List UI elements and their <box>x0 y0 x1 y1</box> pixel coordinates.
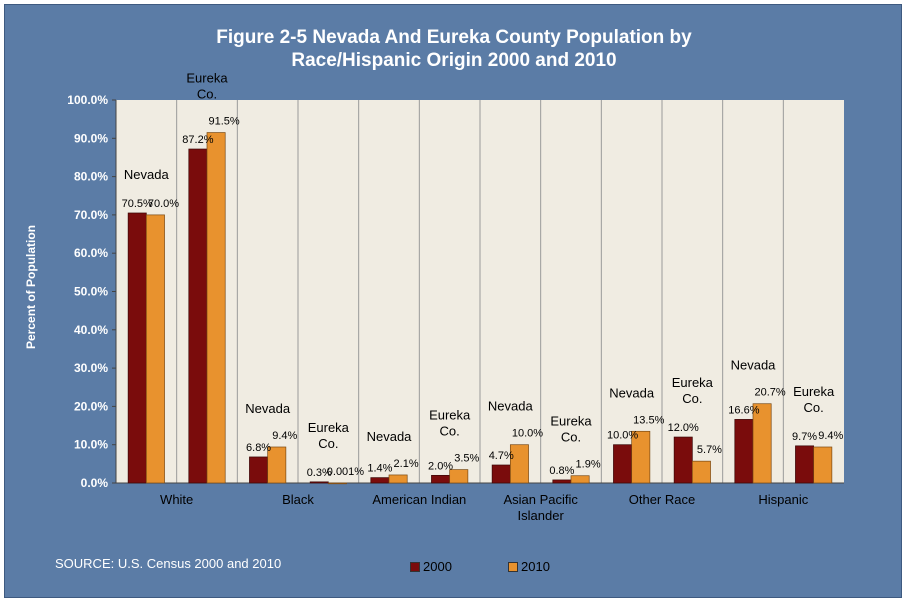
bar-2000-eureka <box>188 148 208 484</box>
data-label-2010-eureka: 0.001% <box>327 466 365 478</box>
data-label-2010-nevada: 9.4% <box>272 430 297 442</box>
data-label-2000-nevada: 70.5% <box>122 198 153 210</box>
data-label-2000-nevada: 6.8% <box>246 442 271 454</box>
data-label-2000-eureka: 2.0% <box>428 460 453 472</box>
data-label-2000-nevada: 16.6% <box>728 404 759 416</box>
y-tick-label: 30.0% <box>74 361 108 375</box>
y-tick-label: 70.0% <box>74 208 108 222</box>
data-label-2000-eureka: 9.7% <box>792 431 817 443</box>
cluster-label-eureka: Eureka <box>793 384 835 399</box>
data-label-2010-eureka: 3.5% <box>454 453 479 465</box>
y-tick-label: 40.0% <box>74 323 108 337</box>
legend-item-2000: 2000 <box>410 559 452 574</box>
cluster-label-eureka-2: Co. <box>561 430 581 445</box>
y-tick-label: 50.0% <box>74 285 108 299</box>
data-label-2010-eureka: 1.9% <box>576 459 601 471</box>
data-label-2000-eureka: 0.3% <box>307 467 332 479</box>
cluster-label-eureka: Eureka <box>672 375 714 390</box>
bar-2000-nevada <box>370 477 390 484</box>
bar-2000-nevada <box>613 444 633 484</box>
legend-swatch-2000 <box>410 561 420 572</box>
bar-2010-nevada <box>631 430 651 484</box>
bar-2000-nevada <box>734 419 754 484</box>
data-label-2000-nevada: 10.0% <box>607 430 638 442</box>
cluster-label-eureka: Eureka <box>308 420 350 435</box>
x-category-label: Islander <box>518 508 565 523</box>
bar-2000-nevada <box>249 456 269 484</box>
cluster-label-eureka: Eureka <box>550 414 592 429</box>
bar-2010-nevada <box>145 214 165 484</box>
bar-2000-eureka <box>431 474 451 484</box>
data-label-2000-nevada: 1.4% <box>367 463 392 475</box>
bar-2000-eureka <box>552 479 572 484</box>
chart-title-line-1: Figure 2-5 Nevada And Eureka County Popu… <box>216 27 692 48</box>
chart-title: Figure 2-5 Nevada And Eureka County Popu… <box>0 26 908 72</box>
x-category-label: Black <box>282 492 314 507</box>
data-label-2010-nevada: 2.1% <box>394 458 419 470</box>
bar-2010-nevada <box>752 403 772 484</box>
y-tick-label: 60.0% <box>74 246 108 260</box>
data-label-2010-eureka: 9.4% <box>818 430 843 442</box>
bar-2010-nevada <box>388 474 408 484</box>
data-label-2000-eureka: 87.2% <box>182 134 213 146</box>
data-label-2010-nevada: 13.5% <box>633 414 664 426</box>
data-label-2010-nevada: 20.7% <box>754 387 785 399</box>
x-category-label: Asian Pacific <box>503 492 578 507</box>
bar-2000-nevada <box>127 212 147 484</box>
x-category-label: White <box>160 492 193 507</box>
source-note: SOURCE: U.S. Census 2000 and 2010 <box>55 556 282 571</box>
data-label-2000-nevada: 4.7% <box>489 450 514 462</box>
cluster-label-eureka-2: Co. <box>318 436 338 451</box>
y-tick-label: 80.0% <box>74 170 108 184</box>
bar-2010-eureka <box>813 446 833 484</box>
data-label-2000-eureka: 0.8% <box>549 465 574 477</box>
bar-2010-eureka <box>327 482 347 485</box>
cluster-label-eureka: Eureka <box>186 71 228 86</box>
y-axis-label: Percent of Population <box>24 225 38 349</box>
y-tick-label: 0.0% <box>81 476 109 490</box>
cluster-label-nevada: Nevada <box>609 385 655 400</box>
cluster-label-nevada: Nevada <box>731 358 777 373</box>
legend-label-2000: 2000 <box>423 559 452 574</box>
data-label-2010-eureka: 91.5% <box>208 116 239 128</box>
x-category-label: American Indian <box>372 492 466 507</box>
bar-2000-eureka <box>795 445 815 484</box>
bar-2010-nevada <box>267 446 287 484</box>
x-category-label: Hispanic <box>758 492 808 507</box>
bar-2010-eureka <box>691 460 711 484</box>
bar-2010-eureka <box>449 469 469 484</box>
data-label-2000-eureka: 12.0% <box>668 422 699 434</box>
y-tick-label: 10.0% <box>74 438 108 452</box>
cluster-label-nevada: Nevada <box>488 399 534 414</box>
y-tick-label: 90.0% <box>74 131 108 145</box>
x-category-label: Other Race <box>629 492 695 507</box>
cluster-label-eureka-2: Co. <box>682 391 702 406</box>
data-label-2010-nevada: 70.0% <box>148 198 179 210</box>
cluster-label-nevada: Nevada <box>367 429 413 444</box>
bar-2010-nevada <box>509 444 529 484</box>
cluster-label-eureka-2: Co. <box>804 400 824 415</box>
bar-2000-eureka <box>309 481 329 484</box>
cluster-label-eureka: Eureka <box>429 408 471 423</box>
bar-2000-eureka <box>673 436 693 484</box>
cluster-label-nevada: Nevada <box>124 167 170 182</box>
cluster-label-nevada: Nevada <box>245 401 291 416</box>
cluster-label-eureka-2: Co. <box>440 424 460 439</box>
legend-swatch-2010 <box>508 561 518 572</box>
legend-item-2010: 2010 <box>508 559 550 574</box>
data-label-2010-nevada: 10.0% <box>512 428 543 440</box>
legend-label-2010: 2010 <box>521 559 550 574</box>
chart-title-line-2: Race/Hispanic Origin 2000 and 2010 <box>291 50 617 71</box>
y-tick-label: 20.0% <box>74 399 108 413</box>
bar-2010-eureka <box>570 475 590 484</box>
bar-2010-eureka <box>206 132 226 484</box>
cluster-label-eureka-2: Co. <box>197 87 217 102</box>
y-tick-label: 100.0% <box>67 93 108 107</box>
bar-2000-nevada <box>491 464 511 484</box>
data-label-2010-eureka: 5.7% <box>697 444 722 456</box>
